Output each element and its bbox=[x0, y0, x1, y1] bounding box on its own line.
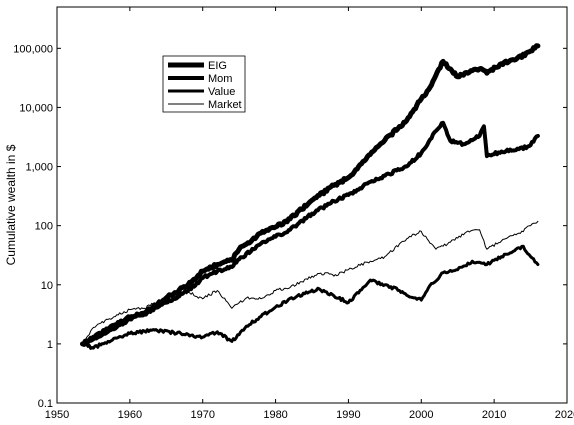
y-axis-label: Cumulative wealth in $ bbox=[4, 144, 18, 265]
series-line-value bbox=[81, 244, 540, 350]
y-tick-label: 100 bbox=[35, 221, 53, 233]
y-tick-label: 0.1 bbox=[38, 398, 53, 410]
x-tick-label: 1970 bbox=[190, 409, 214, 421]
y-tick-label: 10,000 bbox=[19, 102, 53, 114]
x-tick-label: 1960 bbox=[118, 409, 142, 421]
series-line-eig bbox=[80, 43, 541, 347]
series-layer bbox=[80, 43, 541, 350]
plot-frame bbox=[56, 6, 568, 404]
y-tick-label: 1,000 bbox=[25, 162, 53, 174]
legend-label-eig: EIG bbox=[208, 60, 227, 72]
y-tick-label: 1 bbox=[47, 339, 53, 351]
y-tick-label: 10 bbox=[41, 280, 53, 292]
x-tick-label: 1950 bbox=[45, 409, 69, 421]
y-tick-label: 100,000 bbox=[13, 43, 53, 55]
legend-label-mom: Mom bbox=[208, 73, 232, 85]
x-tick-label: 1990 bbox=[336, 409, 360, 421]
x-tick-label: 2010 bbox=[482, 409, 506, 421]
legend-label-market: Market bbox=[208, 99, 242, 111]
x-tick-label: 1980 bbox=[263, 409, 287, 421]
x-tick-label: 2000 bbox=[409, 409, 433, 421]
legend-label-value: Value bbox=[208, 86, 235, 98]
